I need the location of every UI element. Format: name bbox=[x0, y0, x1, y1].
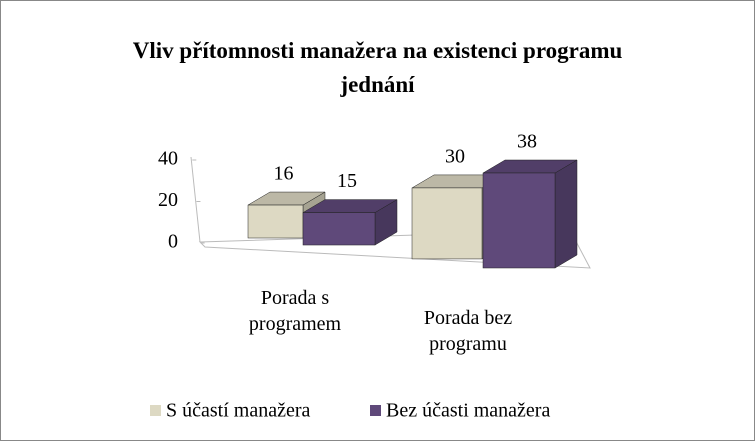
bar bbox=[411, 187, 483, 260]
back-wall bbox=[190, 156, 201, 243]
legend-label: Bez účasti manažera bbox=[386, 400, 550, 422]
value-label: 15 bbox=[337, 170, 357, 192]
value-label: 38 bbox=[517, 131, 537, 153]
value-label: 30 bbox=[445, 146, 465, 168]
bar-side bbox=[554, 159, 578, 269]
legend-swatch bbox=[150, 405, 161, 416]
legend-label: S účastí manažera bbox=[166, 400, 310, 422]
bar bbox=[482, 172, 556, 269]
y-tick-label: 0 bbox=[168, 231, 178, 253]
chart-title: Vliv přítomnosti manažera na existenci p… bbox=[132, 38, 623, 97]
legend-swatch bbox=[370, 405, 381, 416]
bar bbox=[302, 212, 376, 246]
bar bbox=[247, 204, 304, 239]
y-tick-label: 20 bbox=[158, 189, 178, 211]
x-tick-label: Porada bez programu bbox=[423, 307, 513, 355]
y-tick-label: 40 bbox=[158, 148, 178, 170]
x-tick-label: Porada s programem bbox=[248, 287, 342, 335]
value-label: 16 bbox=[274, 163, 294, 185]
